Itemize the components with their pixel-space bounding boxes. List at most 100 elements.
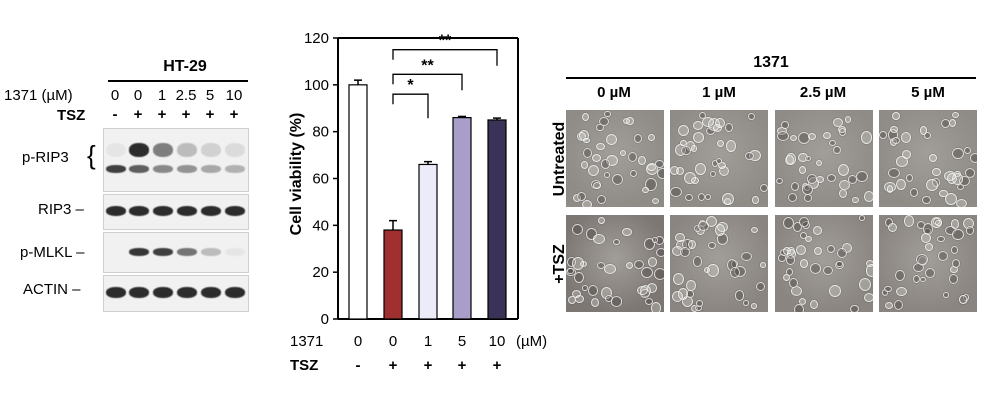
cell-speck xyxy=(895,178,907,191)
x-tick-label: 0 xyxy=(389,333,397,350)
cell-speck xyxy=(583,148,593,159)
cell-speck xyxy=(891,137,900,144)
cell-speck xyxy=(628,151,638,162)
y-tick-label: 80 xyxy=(312,124,329,141)
cell-speck xyxy=(850,304,860,312)
blot-band xyxy=(225,206,245,216)
cell-speck xyxy=(948,274,958,284)
cell-speck xyxy=(864,292,873,302)
cell-line-title: HT-29 xyxy=(163,58,207,75)
tsz-value: - xyxy=(356,357,361,374)
blot-band xyxy=(129,206,149,216)
column-label-0: 0 µM xyxy=(597,84,631,101)
blot-band xyxy=(225,248,245,256)
cell-speck xyxy=(751,226,759,233)
cell-speck xyxy=(687,240,696,250)
cell-speck xyxy=(785,152,797,166)
cell-speck xyxy=(591,297,600,307)
cell-speck xyxy=(926,179,938,192)
tsz-value: - xyxy=(112,106,118,123)
cell-speck xyxy=(964,167,975,178)
cell-speck xyxy=(892,112,900,121)
cell-speck xyxy=(596,261,605,270)
cell-speck xyxy=(887,223,897,233)
column-label-3: 5 µM xyxy=(911,84,945,101)
cell-speck xyxy=(648,134,656,142)
cell-speck xyxy=(865,264,873,277)
cell-speck xyxy=(948,118,957,128)
blot-band xyxy=(201,248,221,256)
x-tick-label: 0 xyxy=(354,333,362,350)
bar xyxy=(383,229,403,320)
micrograph-image xyxy=(775,110,873,207)
cell-speck xyxy=(910,188,919,197)
cell-speck xyxy=(776,177,783,184)
cell-speck xyxy=(691,176,699,184)
tsz-row-label: TSZ xyxy=(290,357,318,374)
dose-value: 1 xyxy=(157,87,167,104)
cell-speck xyxy=(944,171,956,182)
cell-speck xyxy=(932,168,941,176)
cell-speck xyxy=(894,300,904,311)
bar xyxy=(487,119,507,320)
blot-band xyxy=(106,206,126,216)
significance-label: ** xyxy=(421,57,434,74)
cell-speck xyxy=(681,145,691,156)
cell-speck xyxy=(703,267,710,274)
cell-speck xyxy=(705,215,717,227)
cell-speck xyxy=(643,237,656,250)
cell-speck xyxy=(951,259,960,269)
cell-speck xyxy=(799,259,808,268)
tsz-value: + xyxy=(389,357,398,374)
cell-speck xyxy=(622,227,632,236)
micrograph-image xyxy=(566,215,664,312)
cell-speck xyxy=(813,246,823,256)
blot-label-p-mlkl: p-MLKL – xyxy=(20,244,85,261)
dose-value: 5 xyxy=(205,87,215,104)
dose-value: 0 xyxy=(133,87,143,104)
cell-speck xyxy=(652,198,660,205)
cell-speck xyxy=(937,236,945,243)
cell-speck xyxy=(950,246,959,254)
micrograph-image xyxy=(775,215,873,312)
cell-speck xyxy=(823,265,834,276)
cell-speck xyxy=(829,285,841,297)
tsz-value: + xyxy=(229,106,239,123)
cell-speck xyxy=(580,160,588,169)
blot-band xyxy=(177,143,197,157)
cell-speck xyxy=(604,264,617,275)
cell-speck xyxy=(844,116,852,123)
blot-band xyxy=(177,165,197,173)
x-unit-label: (µM) xyxy=(516,333,547,350)
cell-speck xyxy=(599,117,609,127)
cell-speck xyxy=(759,184,768,192)
cell-line-underline xyxy=(108,80,248,82)
blot-band xyxy=(106,287,126,298)
cell-speck xyxy=(685,280,696,291)
cell-speck xyxy=(583,137,590,144)
cell-speck xyxy=(702,117,715,128)
cell-speck xyxy=(790,182,799,192)
cell-speck xyxy=(755,281,766,292)
blot-band xyxy=(129,165,149,173)
cell-speck xyxy=(879,130,887,139)
cell-speck xyxy=(950,218,960,229)
cell-speck xyxy=(595,142,606,151)
x-tick-label: 5 xyxy=(458,333,466,350)
cell-speck xyxy=(692,121,703,130)
tsz-value: + xyxy=(157,106,167,123)
bar xyxy=(348,84,368,320)
dose-value: 0 xyxy=(110,87,120,104)
cell-speck xyxy=(630,170,638,178)
cell-speck xyxy=(798,297,807,305)
cell-speck xyxy=(860,130,873,144)
cell-speck xyxy=(889,126,898,134)
blot-band xyxy=(177,206,197,216)
y-tick-label: 20 xyxy=(312,264,329,281)
cell-speck xyxy=(813,226,823,235)
cell-speck xyxy=(777,130,790,141)
significance-label: * xyxy=(407,77,414,94)
significance-label: ** xyxy=(439,33,452,50)
cell-speck xyxy=(920,233,931,243)
